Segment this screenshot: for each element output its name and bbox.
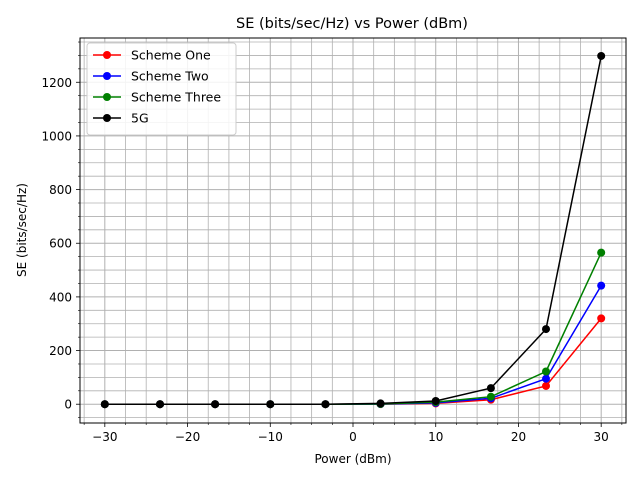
data-point-scheme-three xyxy=(486,392,495,401)
data-point-5g xyxy=(266,400,275,409)
series-line-5g xyxy=(104,55,602,405)
chart-title: SE (bits/sec/Hz) vs Power (dBm) xyxy=(236,16,468,32)
data-point-5g xyxy=(486,384,495,393)
y-tick-label: 1200 xyxy=(41,76,72,90)
y-tick-label: 800 xyxy=(49,183,72,197)
x-tick-label: 0 xyxy=(349,430,357,444)
y-tick-label: 0 xyxy=(64,398,72,412)
data-point-5g xyxy=(597,51,606,60)
legend-label: Scheme One xyxy=(131,48,211,63)
data-point-scheme-two xyxy=(542,374,551,383)
data-point-scheme-one xyxy=(597,314,606,323)
legend: Scheme One Scheme Two Scheme Three 5G xyxy=(86,42,237,136)
data-point-5g xyxy=(211,400,220,409)
series-lines xyxy=(100,51,606,409)
x-tick-label: −20 xyxy=(175,430,200,444)
x-tick-label: −30 xyxy=(92,430,117,444)
x-tick-label: −10 xyxy=(258,430,283,444)
legend-label: Scheme Two xyxy=(131,69,209,84)
data-point-5g xyxy=(155,400,164,409)
y-axis-label: SE (bits/sec/Hz) xyxy=(15,183,29,277)
data-point-5g xyxy=(100,400,109,409)
y-axis: 0 200 400 600 800 1000 1200 xyxy=(41,41,80,418)
data-point-5g xyxy=(321,400,330,409)
data-point-5g xyxy=(542,325,551,334)
data-point-scheme-one xyxy=(542,381,551,390)
data-point-scheme-three xyxy=(542,367,551,376)
y-tick-label: 1000 xyxy=(41,129,72,143)
x-axis-label: Power (dBm) xyxy=(315,452,392,466)
y-tick-label: 600 xyxy=(49,237,72,251)
legend-marker xyxy=(103,72,111,80)
data-point-scheme-two xyxy=(597,281,606,290)
legend-box xyxy=(86,42,237,136)
x-tick-label: 20 xyxy=(511,430,526,444)
legend-label: Scheme Three xyxy=(131,90,221,105)
data-point-scheme-three xyxy=(597,248,606,257)
legend-marker xyxy=(103,51,111,59)
legend-marker xyxy=(103,93,111,101)
y-tick-label: 400 xyxy=(49,290,72,304)
data-point-5g xyxy=(431,397,440,405)
x-tick-label: 10 xyxy=(428,430,443,444)
legend-marker xyxy=(103,114,111,122)
y-tick-label: 200 xyxy=(49,344,72,358)
x-tick-label: 30 xyxy=(594,430,609,444)
x-axis: −30 −20 −10 0 10 20 30 xyxy=(83,423,623,444)
data-point-5g xyxy=(376,399,385,408)
legend-label: 5G xyxy=(131,111,149,126)
